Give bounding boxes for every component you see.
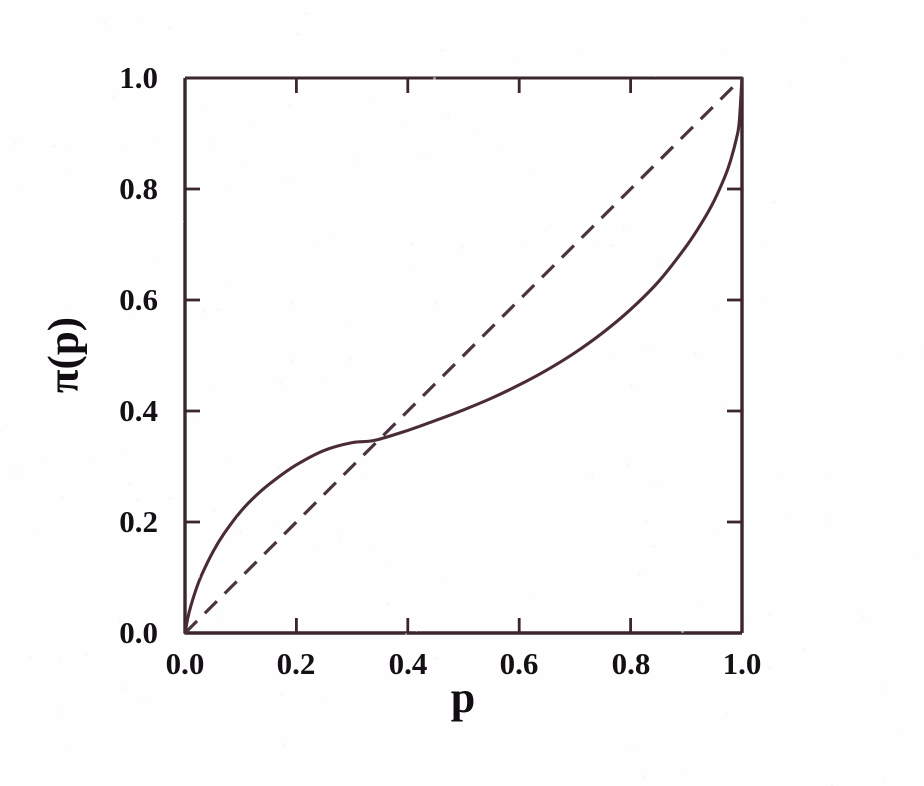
axes-frame [183, 76, 744, 635]
top-axis-ticks [294, 78, 632, 93]
y-tick-label-0.6: 0.6 [119, 282, 158, 317]
x-tick-label-0.6: 0.6 [499, 646, 539, 681]
x-tick-label-1.0: 1.0 [722, 646, 762, 681]
right-axis-ticks [727, 187, 742, 524]
x-tick-label-0.2: 0.2 [276, 646, 316, 681]
x-axis-ticks [294, 618, 632, 633]
x-tick-label-0.4: 0.4 [388, 646, 428, 681]
x-tick-label-0.8: 0.8 [611, 646, 651, 681]
x-tick-label-0.0: 0.0 [165, 646, 205, 681]
y-tick-label-0.8: 0.8 [119, 171, 158, 206]
x-axis-title: p [450, 673, 476, 722]
y-axis-title: π(p) [40, 316, 88, 394]
y-axis-ticks [185, 187, 200, 524]
data-series-group [183, 76, 744, 635]
y-tick-label-1.0: 1.0 [119, 60, 158, 95]
identity-line-dashed [183, 76, 744, 635]
y-tick-label-0.2: 0.2 [119, 504, 158, 539]
weighting-function-curve [183, 76, 744, 635]
y-tick-label-0.0: 0.0 [119, 615, 158, 650]
y-tick-label-0.4: 0.4 [119, 393, 158, 428]
